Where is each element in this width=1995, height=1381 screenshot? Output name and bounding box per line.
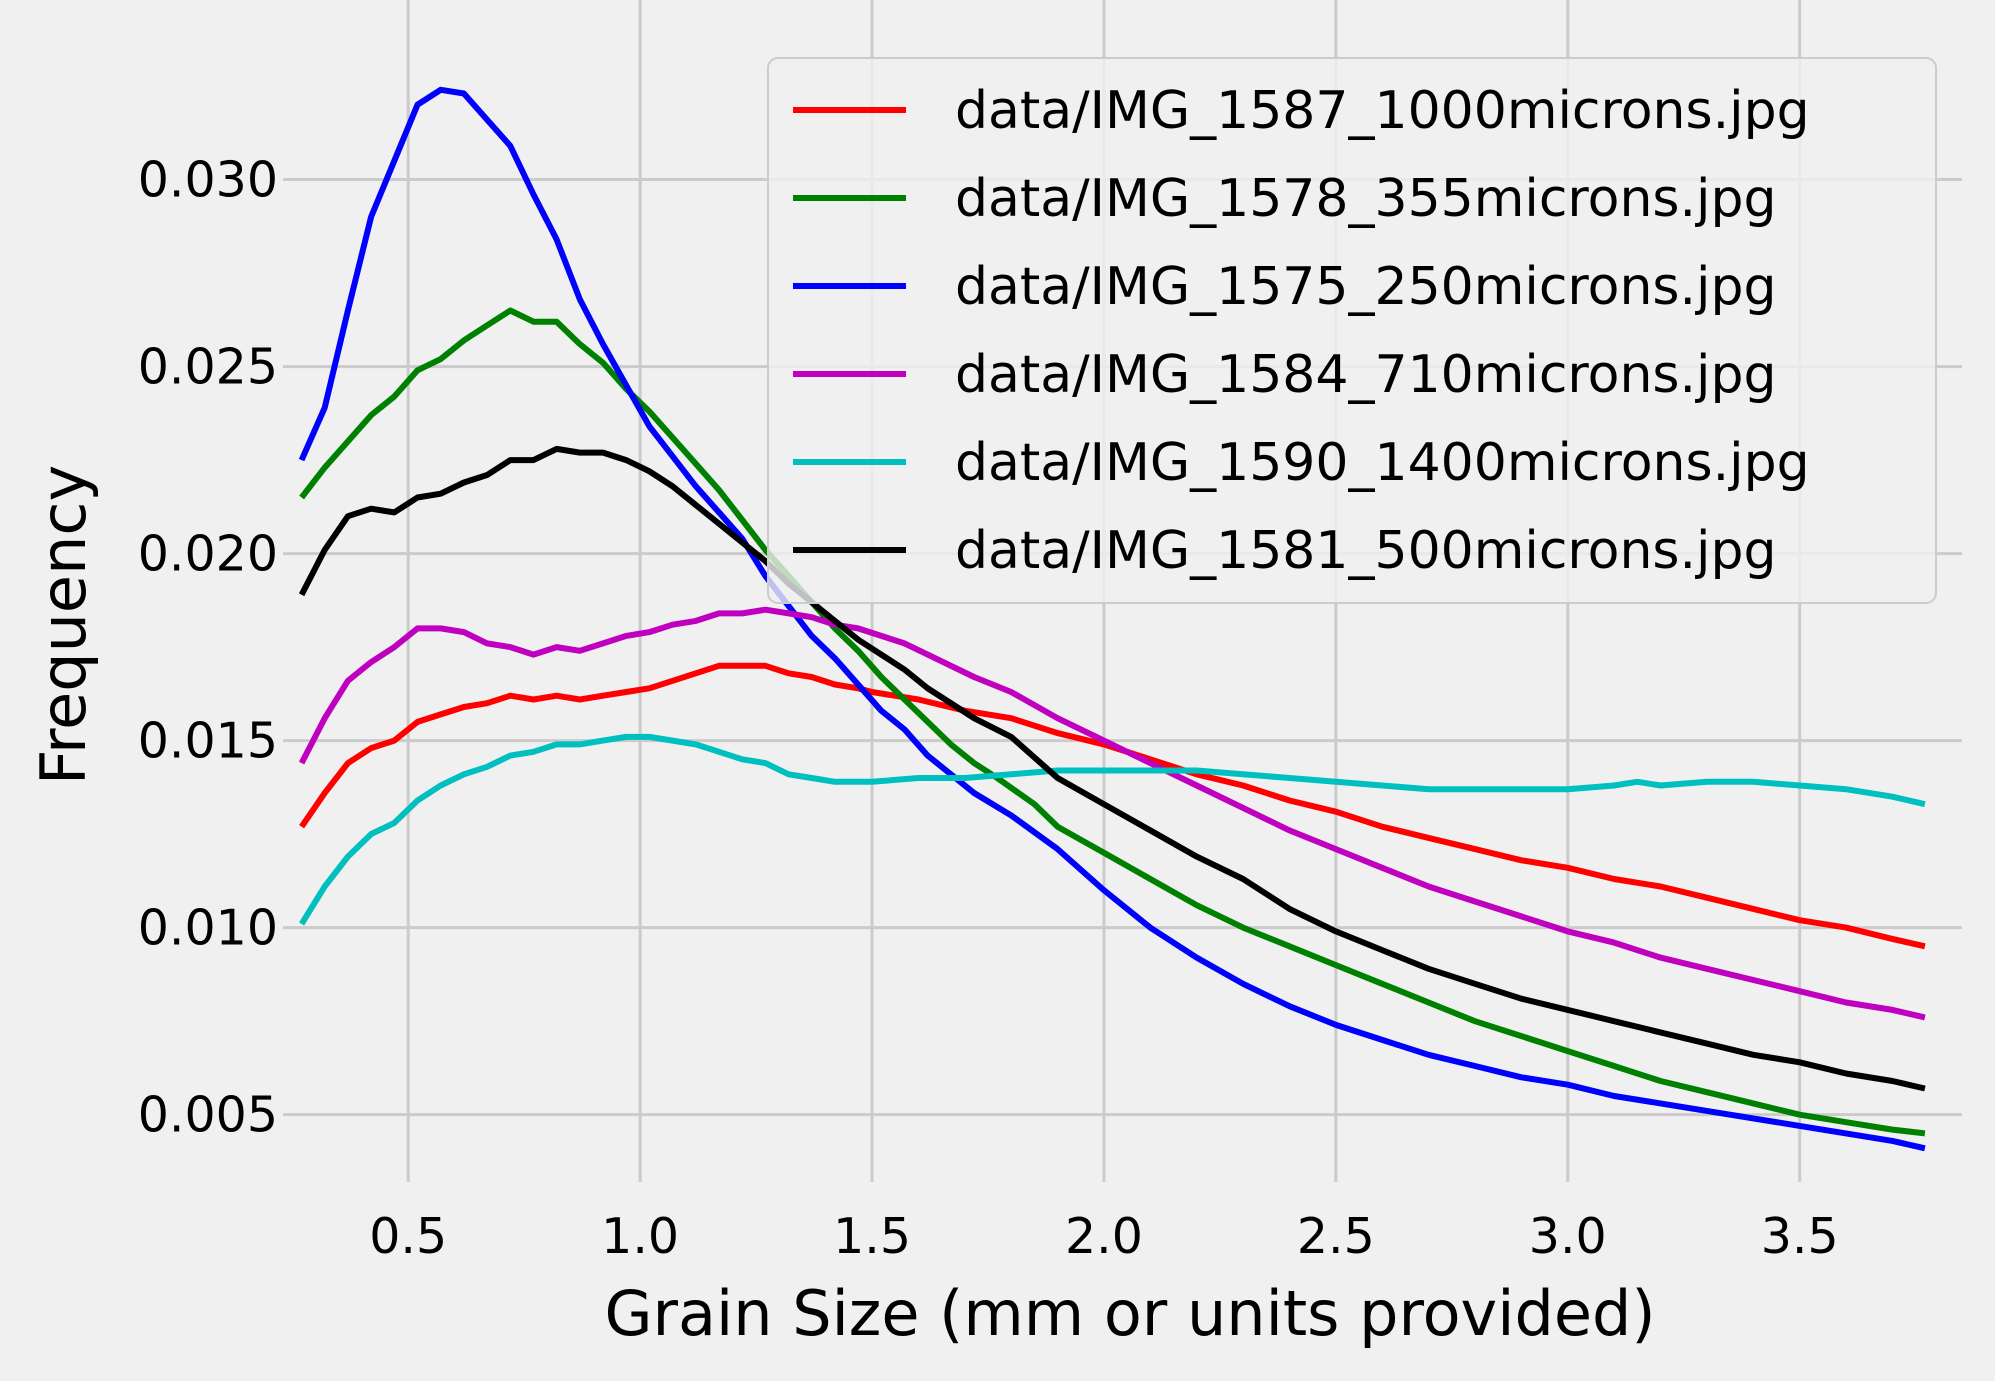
- y-tick-label: 0.025: [138, 339, 278, 396]
- legend-entry-label: data/IMG_1581_500microns.jpg: [955, 521, 1777, 581]
- x-tick-label: 1.0: [601, 1208, 679, 1265]
- series-line: [298, 606, 1926, 1021]
- legend-entry-label: data/IMG_1590_1400microns.jpg: [955, 433, 1810, 493]
- series-lines: [298, 86, 1926, 1152]
- y-tick-label: 0.010: [138, 900, 278, 957]
- x-tick-label: 1.5: [833, 1208, 911, 1265]
- series-line: [298, 445, 1926, 1092]
- y-axis-label: Frequency: [27, 465, 100, 785]
- x-tick-label: 3.5: [1761, 1208, 1839, 1265]
- y-tick-label: 0.020: [138, 526, 278, 583]
- legend-box: [767, 57, 1937, 604]
- x-tick-label: 3.0: [1529, 1208, 1607, 1265]
- series-line: [299, 733, 1926, 926]
- y-tick-label: 0.005: [138, 1087, 278, 1144]
- series-line: [299, 307, 1926, 1137]
- legend-entry-label: data/IMG_1584_710microns.jpg: [955, 345, 1777, 405]
- legend-entry-label: data/IMG_1578_355microns.jpg: [955, 169, 1777, 229]
- y-tick-label: 0.030: [138, 152, 278, 209]
- x-tick-labels: 0.5 1.0 1.5 2.0 2.5 3.0 3.5: [369, 1208, 1838, 1265]
- x-axis-label: Grain Size (mm or units provided): [604, 1277, 1655, 1350]
- y-tick-labels: 0.005 0.010 0.015 0.020 0.025 0.030: [138, 152, 278, 1144]
- y-tick-label: 0.015: [138, 713, 278, 770]
- legend-entry-label: data/IMG_1575_250microns.jpg: [955, 257, 1777, 317]
- legend-entry-label: data/IMG_1587_1000microns.jpg: [955, 81, 1810, 141]
- x-tick-label: 2.0: [1065, 1208, 1143, 1265]
- x-tick-label: 2.5: [1297, 1208, 1375, 1265]
- x-tick-label: 0.5: [369, 1208, 447, 1265]
- legend: data/IMG_1587_1000microns.jpg data/IMG_15…: [767, 57, 1937, 604]
- series-line: [298, 86, 1926, 1152]
